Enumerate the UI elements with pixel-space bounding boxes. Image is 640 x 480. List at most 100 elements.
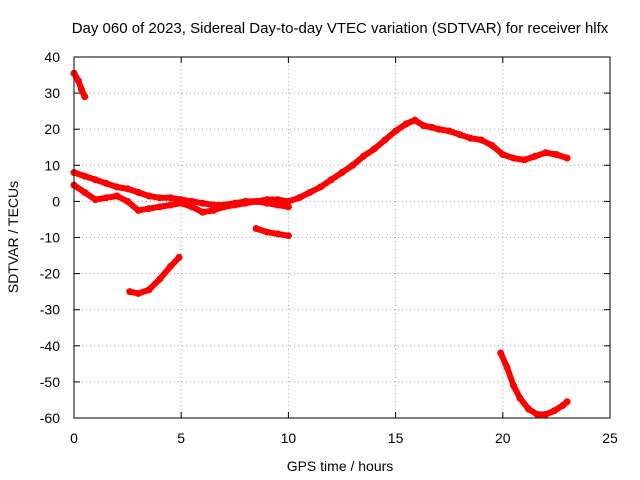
data-point (113, 183, 121, 191)
data-point (188, 203, 196, 211)
data-point (199, 199, 207, 207)
y-tick-label: 10 (44, 157, 60, 173)
x-tick-label: 20 (495, 430, 511, 446)
data-point (359, 152, 367, 160)
data-point (542, 410, 550, 418)
data-point (550, 407, 558, 415)
series-main-trace-upper (70, 116, 571, 209)
y-tick-label: -50 (40, 374, 60, 390)
data-point (145, 192, 153, 200)
series-low-arc-3-5h (126, 253, 183, 297)
data-point (327, 176, 335, 184)
data-point (102, 179, 110, 187)
data-point (317, 183, 325, 191)
data-point (531, 152, 539, 160)
data-point (166, 194, 174, 202)
data-point (252, 197, 260, 205)
data-point (428, 123, 436, 131)
data-point (134, 188, 142, 196)
data-point (274, 230, 282, 238)
y-tick-label: 20 (44, 121, 60, 137)
data-point (542, 149, 550, 157)
y-axis-label: SDTVAR / TECUs (5, 181, 21, 293)
y-tick-label: -30 (40, 302, 60, 318)
data-point (166, 262, 174, 270)
data-point (419, 122, 427, 130)
data-point (74, 76, 82, 84)
data-point (81, 93, 89, 101)
data-point (126, 288, 134, 296)
data-point (411, 116, 419, 124)
y-tick-label: -40 (40, 338, 60, 354)
series-line (71, 117, 571, 208)
y-tick-label: 0 (52, 193, 60, 209)
data-point (533, 410, 541, 418)
data-point (209, 206, 217, 214)
y-tick-label: 30 (44, 85, 60, 101)
data-point (199, 208, 207, 216)
series-low-arc-20-23h (497, 349, 571, 418)
data-point (477, 136, 485, 144)
data-point (124, 185, 132, 193)
data-point (166, 201, 174, 209)
data-point (91, 176, 99, 184)
data-point (503, 363, 511, 371)
x-tick-label: 25 (602, 430, 618, 446)
data-point (284, 197, 292, 205)
data-point (349, 161, 357, 169)
data-point (488, 141, 496, 149)
data-point (510, 382, 518, 390)
data-point (392, 127, 400, 135)
data-point (445, 127, 453, 135)
y-tick-label: 40 (44, 49, 60, 65)
y-tick-label: -10 (40, 230, 60, 246)
data-point (497, 349, 505, 357)
chart-title: Day 060 of 2023, Sidereal Day-to-day VTE… (72, 20, 609, 37)
data-point (91, 196, 99, 204)
y-tick-label: -20 (40, 266, 60, 282)
data-point (516, 394, 524, 402)
data-point (338, 169, 346, 177)
series-early-spike (70, 69, 89, 101)
data-point (81, 188, 89, 196)
data-point (284, 203, 292, 211)
data-point (175, 253, 183, 261)
data-point (370, 145, 378, 153)
data-point (274, 201, 282, 209)
data-point (102, 194, 110, 202)
data-point (242, 199, 250, 207)
data-point (145, 205, 153, 213)
data-point (563, 398, 571, 406)
series-layer (70, 69, 571, 418)
data-point (563, 154, 571, 162)
data-point (434, 125, 442, 133)
tick-layer: 0 5 10 15 20 25 40 30 20 10 0 -10 -20 -30 -40 -50 -60 (40, 49, 618, 446)
series-short-band-8-10h (252, 224, 292, 240)
x-tick-label: 0 (70, 430, 78, 446)
data-point (145, 286, 153, 294)
grid-layer (74, 57, 610, 418)
data-point (252, 224, 260, 232)
data-point (81, 172, 89, 180)
data-point (520, 156, 528, 164)
data-point (156, 275, 164, 283)
data-point (156, 203, 164, 211)
data-point (295, 194, 303, 202)
data-point (263, 199, 271, 207)
series-line (126, 254, 183, 297)
data-point (134, 206, 142, 214)
data-point (177, 199, 185, 207)
data-point (402, 120, 410, 128)
y-tick-label: -60 (40, 410, 60, 426)
data-point (134, 289, 142, 297)
data-point (525, 405, 533, 413)
data-point (510, 154, 518, 162)
data-point (156, 194, 164, 202)
data-point (467, 134, 475, 142)
data-point (284, 232, 292, 240)
data-point (124, 197, 132, 205)
series-line (71, 70, 88, 100)
data-point (381, 136, 389, 144)
series-line (497, 350, 571, 418)
